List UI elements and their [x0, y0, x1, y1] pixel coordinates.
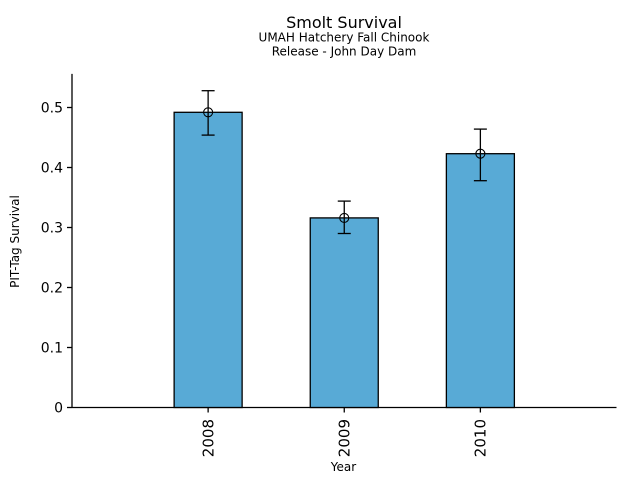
- y-tick-label: 0.3: [41, 221, 63, 237]
- x-tick-label-2008: 2008: [199, 419, 217, 457]
- chart-subtitle-line1: UMAH Hatchery Fall Chinook: [259, 31, 430, 45]
- x-tick-label-2009: 2009: [336, 419, 354, 457]
- mean-marker-2009: [339, 212, 350, 223]
- y-tick-label: 0.1: [41, 341, 63, 357]
- y-tick-label: 0.4: [41, 161, 63, 177]
- chart-title: Smolt Survival: [286, 13, 402, 32]
- bar-2009: [309, 217, 379, 409]
- chart-subtitle-line2: Release - John Day Dam: [272, 45, 417, 59]
- y-tick-label: 0.2: [41, 281, 63, 297]
- bar-2008: [173, 111, 243, 409]
- mean-marker-2008: [203, 107, 214, 118]
- bar-2010: [445, 153, 516, 409]
- x-tick-label-2010: 2010: [472, 419, 490, 457]
- y-axis-label: PIT-Tag Survival: [8, 195, 22, 288]
- x-axis-label: Year: [330, 460, 356, 474]
- y-tick-label: 0.5: [41, 101, 63, 117]
- y-tick-label: 0: [54, 401, 63, 417]
- plot-area: 0 0.1 0.2 0.3 0.4 0.5 2008 2009 2010: [41, 73, 617, 457]
- mean-marker-2010: [475, 148, 486, 159]
